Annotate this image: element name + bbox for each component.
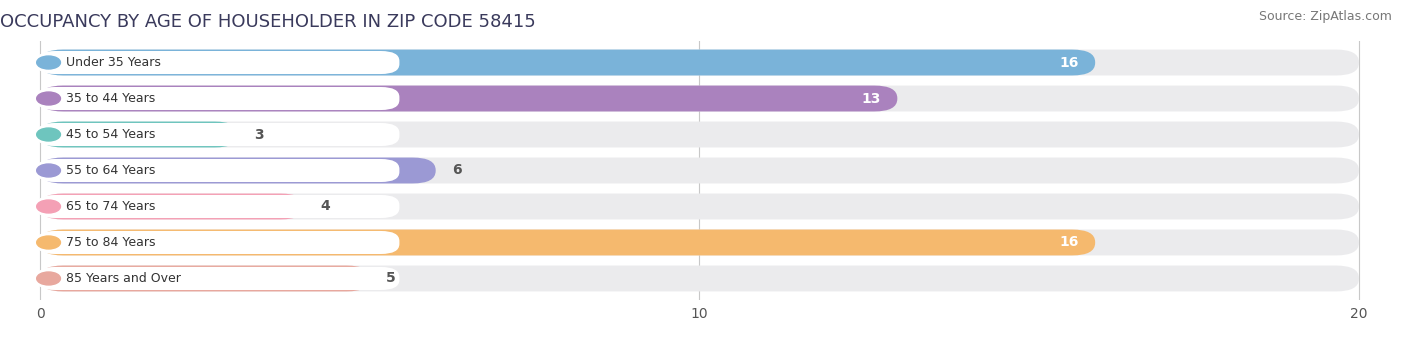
FancyBboxPatch shape bbox=[37, 51, 399, 74]
FancyBboxPatch shape bbox=[39, 229, 1360, 255]
Circle shape bbox=[37, 92, 60, 105]
FancyBboxPatch shape bbox=[39, 266, 1360, 292]
FancyBboxPatch shape bbox=[39, 266, 370, 292]
Circle shape bbox=[37, 128, 60, 141]
FancyBboxPatch shape bbox=[39, 194, 304, 220]
Text: 3: 3 bbox=[254, 128, 264, 142]
Text: 65 to 74 Years: 65 to 74 Years bbox=[66, 200, 156, 213]
FancyBboxPatch shape bbox=[37, 231, 399, 254]
Text: Under 35 Years: Under 35 Years bbox=[66, 56, 162, 69]
Text: 4: 4 bbox=[321, 199, 330, 213]
FancyBboxPatch shape bbox=[37, 267, 399, 290]
FancyBboxPatch shape bbox=[39, 86, 1360, 112]
FancyBboxPatch shape bbox=[39, 229, 1095, 255]
FancyBboxPatch shape bbox=[37, 87, 399, 110]
FancyBboxPatch shape bbox=[39, 158, 1360, 183]
Circle shape bbox=[37, 236, 60, 249]
Text: Source: ZipAtlas.com: Source: ZipAtlas.com bbox=[1258, 10, 1392, 23]
Text: 35 to 44 Years: 35 to 44 Years bbox=[66, 92, 156, 105]
Text: 75 to 84 Years: 75 to 84 Years bbox=[66, 236, 156, 249]
Text: 16: 16 bbox=[1059, 236, 1078, 250]
Text: 5: 5 bbox=[387, 271, 396, 285]
Text: 13: 13 bbox=[862, 91, 880, 105]
FancyBboxPatch shape bbox=[37, 195, 399, 218]
FancyBboxPatch shape bbox=[39, 49, 1095, 75]
FancyBboxPatch shape bbox=[39, 158, 436, 183]
Text: 55 to 64 Years: 55 to 64 Years bbox=[66, 164, 156, 177]
FancyBboxPatch shape bbox=[39, 121, 238, 147]
Circle shape bbox=[37, 200, 60, 213]
Text: OCCUPANCY BY AGE OF HOUSEHOLDER IN ZIP CODE 58415: OCCUPANCY BY AGE OF HOUSEHOLDER IN ZIP C… bbox=[0, 13, 536, 31]
FancyBboxPatch shape bbox=[39, 121, 1360, 147]
Text: 6: 6 bbox=[453, 163, 461, 178]
Circle shape bbox=[37, 56, 60, 69]
Text: 16: 16 bbox=[1059, 56, 1078, 70]
FancyBboxPatch shape bbox=[37, 159, 399, 182]
FancyBboxPatch shape bbox=[37, 123, 399, 146]
FancyBboxPatch shape bbox=[39, 194, 1360, 220]
Text: 45 to 54 Years: 45 to 54 Years bbox=[66, 128, 156, 141]
Text: 85 Years and Over: 85 Years and Over bbox=[66, 272, 181, 285]
FancyBboxPatch shape bbox=[39, 86, 897, 112]
Circle shape bbox=[37, 272, 60, 285]
FancyBboxPatch shape bbox=[39, 49, 1360, 75]
Circle shape bbox=[37, 164, 60, 177]
